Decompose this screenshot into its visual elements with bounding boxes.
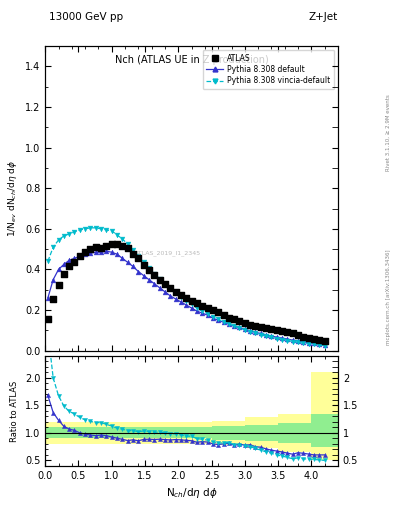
Y-axis label: Ratio to ATLAS: Ratio to ATLAS: [10, 380, 19, 441]
ATLAS: [77, 252, 83, 261]
ATLAS: [258, 323, 264, 331]
ATLAS: [119, 242, 125, 250]
ATLAS: [263, 324, 269, 332]
ATLAS: [82, 248, 88, 257]
ATLAS: [236, 317, 242, 325]
Pythia 8.308 default: [211, 315, 215, 322]
ATLAS: [167, 284, 173, 292]
ATLAS: [290, 329, 296, 337]
ATLAS: [50, 295, 56, 303]
Pythia 8.308 default: [46, 295, 50, 301]
ATLAS: [300, 332, 307, 340]
ATLAS: [45, 315, 51, 324]
Text: Z+Jet: Z+Jet: [309, 12, 338, 23]
ATLAS: [135, 254, 141, 263]
ATLAS: [242, 319, 248, 327]
ATLAS: [274, 326, 280, 334]
ATLAS: [141, 261, 147, 269]
ATLAS: [316, 335, 323, 344]
ATLAS: [125, 244, 131, 252]
Line: Pythia 8.308 vincia-default: Pythia 8.308 vincia-default: [46, 225, 327, 348]
ATLAS: [130, 250, 136, 259]
ATLAS: [247, 321, 253, 329]
Pythia 8.308 default: [125, 259, 130, 265]
X-axis label: N$_{ch}$/d$\eta$ d$\phi$: N$_{ch}$/d$\eta$ d$\phi$: [166, 486, 217, 500]
ATLAS: [306, 333, 312, 342]
Pythia 8.308 default: [216, 317, 220, 324]
Text: Nch (ATLAS UE in Z production): Nch (ATLAS UE in Z production): [115, 55, 268, 65]
ATLAS: [311, 334, 317, 343]
Legend: ATLAS, Pythia 8.308 default, Pythia 8.308 vincia-default: ATLAS, Pythia 8.308 default, Pythia 8.30…: [203, 50, 334, 89]
Text: ATLAS_2019_I1_2345: ATLAS_2019_I1_2345: [135, 250, 201, 256]
ATLAS: [146, 266, 152, 274]
ATLAS: [226, 314, 232, 323]
ATLAS: [87, 245, 94, 253]
ATLAS: [178, 291, 184, 299]
ATLAS: [268, 325, 275, 333]
ATLAS: [72, 258, 78, 266]
ATLAS: [215, 308, 221, 316]
ATLAS: [199, 302, 206, 310]
Pythia 8.308 vincia-default: [46, 258, 50, 264]
Y-axis label: 1/N$_{ev}$ dN$_{ch}$/d$\eta$ d$\phi$: 1/N$_{ev}$ dN$_{ch}$/d$\eta$ d$\phi$: [6, 160, 19, 237]
Pythia 8.308 default: [296, 338, 300, 344]
ATLAS: [103, 242, 110, 250]
Pythia 8.308 vincia-default: [264, 333, 268, 339]
Pythia 8.308 default: [322, 342, 327, 348]
Pythia 8.308 vincia-default: [216, 316, 220, 323]
Pythia 8.308 vincia-default: [88, 225, 93, 231]
ATLAS: [295, 331, 301, 339]
ATLAS: [61, 269, 67, 278]
Pythia 8.308 vincia-default: [322, 343, 327, 349]
ATLAS: [204, 304, 211, 312]
ATLAS: [284, 328, 290, 336]
ATLAS: [114, 240, 120, 248]
ATLAS: [231, 315, 237, 324]
ATLAS: [162, 280, 168, 288]
ATLAS: [98, 244, 104, 252]
ATLAS: [66, 262, 72, 270]
ATLAS: [194, 299, 200, 307]
Pythia 8.308 vincia-default: [125, 241, 130, 247]
ATLAS: [55, 281, 62, 289]
ATLAS: [279, 327, 285, 335]
Pythia 8.308 vincia-default: [211, 313, 215, 319]
ATLAS: [173, 288, 179, 296]
ATLAS: [108, 240, 115, 248]
ATLAS: [93, 243, 99, 251]
Pythia 8.308 vincia-default: [296, 339, 300, 346]
ATLAS: [321, 336, 328, 345]
ATLAS: [210, 306, 216, 314]
Pythia 8.308 vincia-default: [226, 321, 231, 327]
Pythia 8.308 default: [104, 248, 109, 254]
Line: Pythia 8.308 default: Pythia 8.308 default: [46, 249, 327, 347]
Text: 13000 GeV pp: 13000 GeV pp: [49, 12, 123, 23]
Pythia 8.308 default: [226, 321, 231, 327]
ATLAS: [156, 275, 163, 284]
ATLAS: [151, 270, 158, 279]
ATLAS: [220, 311, 227, 319]
ATLAS: [189, 297, 195, 305]
ATLAS: [183, 294, 189, 302]
Text: mcplots.cern.ch [arXiv:1306.3436]: mcplots.cern.ch [arXiv:1306.3436]: [386, 249, 391, 345]
Pythia 8.308 default: [264, 332, 268, 338]
ATLAS: [252, 322, 259, 330]
Text: Rivet 3.1.10, ≥ 2.9M events: Rivet 3.1.10, ≥ 2.9M events: [386, 95, 391, 172]
